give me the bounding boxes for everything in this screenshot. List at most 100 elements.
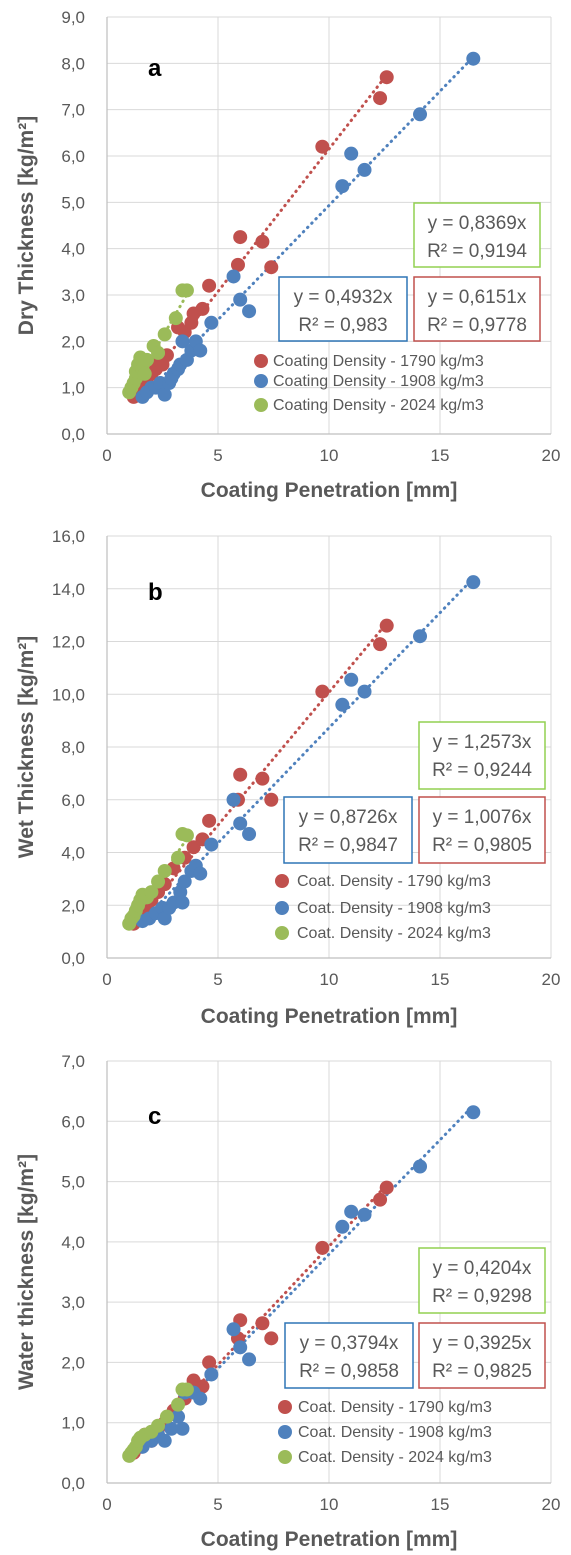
x-tick-label: 20 <box>542 446 561 465</box>
legend: Coat. Density - 1790 kg/m3 Coat. Density … <box>275 873 491 942</box>
y-tick-label: 4,0 <box>61 844 85 863</box>
r-squared: R² = 0,983 <box>298 315 387 336</box>
data-point-green <box>157 327 172 342</box>
trend-equation: y = 0,4204x <box>433 1258 532 1279</box>
data-point-blue <box>233 292 248 307</box>
data-point-blue <box>242 1352 257 1367</box>
equation-box-red: y = 0,3925x R² = 0,9825 <box>418 1322 546 1389</box>
legend: Coat. Density - 1790 kg/m3 Coat. Density … <box>278 1399 492 1466</box>
data-point-green <box>171 1397 186 1412</box>
x-tick-label: 10 <box>320 1495 339 1514</box>
legend-marker-green <box>254 398 268 412</box>
x-tick-label: 5 <box>213 1495 222 1514</box>
data-point-blue <box>175 334 190 349</box>
data-point-red <box>315 684 330 699</box>
equation-box-red: y = 0,6151x R² = 0,9778 <box>413 276 541 342</box>
x-tick-label: 0 <box>102 1495 111 1514</box>
trend-equation: y = 1,2573x <box>433 732 532 753</box>
data-point-blue <box>233 1340 248 1355</box>
data-point-blue <box>177 874 192 889</box>
data-point-blue <box>335 179 350 194</box>
r-squared: R² = 0,9778 <box>427 315 527 336</box>
y-axis-title: Wet Thickness [kg/m²] <box>15 636 38 859</box>
r-squared: R² = 0,9298 <box>432 1286 532 1307</box>
y-tick-label: 9,0 <box>61 8 85 27</box>
data-point-blue <box>193 1391 208 1406</box>
r-squared: R² = 0,9805 <box>432 835 532 856</box>
trend-equation: y = 0,4932x <box>294 287 393 308</box>
trend-equation: y = 1,0076x <box>433 807 532 828</box>
data-point-red <box>373 1192 388 1207</box>
data-point-blue <box>226 269 241 284</box>
legend-label: Coat. Density - 1908 kg/m3 <box>298 1424 492 1441</box>
equation-box-frame <box>418 796 546 864</box>
data-point-blue <box>466 575 481 590</box>
r-squared: R² = 0,9244 <box>432 760 532 781</box>
legend-marker-green <box>278 1450 292 1464</box>
x-tick-label: 10 <box>320 446 339 465</box>
panel-letter: b <box>148 579 163 606</box>
legend-marker-red <box>254 354 268 368</box>
data-point-blue <box>204 315 219 330</box>
x-tick-label: 15 <box>431 1495 450 1514</box>
data-point-red <box>202 813 217 828</box>
equation-box-frame <box>418 721 546 790</box>
data-point-red <box>255 1316 270 1331</box>
data-point-green <box>139 352 154 367</box>
data-point-blue <box>357 684 372 699</box>
y-tick-label: 8,0 <box>61 54 85 73</box>
legend-marker-blue <box>278 1425 292 1439</box>
data-point-blue <box>193 343 208 358</box>
equation-box-frame <box>413 202 541 268</box>
trend-equation: y = 0,8726x <box>299 807 398 828</box>
chart-panel-b: 0,0 2,0 4,0 6,0 8,0 10,0 12,0 14,0 16,0 0 5 10 15 20 C… <box>15 527 560 1028</box>
data-point-red <box>373 91 388 106</box>
legend-label: Coat. Density - 1790 kg/m3 <box>297 873 491 890</box>
data-point-red <box>264 260 279 275</box>
data-point-red <box>379 618 394 633</box>
data-point-green <box>179 283 194 298</box>
data-point-blue <box>226 1322 241 1337</box>
y-axis-title: Dry Thickness [kg/m²] <box>15 116 38 335</box>
data-point-blue <box>157 911 172 926</box>
panel-letter: c <box>148 1103 161 1130</box>
data-point-green <box>137 366 152 381</box>
r-squared: R² = 0,9825 <box>432 1361 532 1382</box>
x-axis-title: Coating Penetration [mm] <box>201 1005 458 1028</box>
equation-box-frame <box>284 1322 414 1389</box>
data-point-blue <box>164 1421 179 1436</box>
data-point-blue <box>226 792 241 807</box>
data-point-blue <box>413 1159 428 1174</box>
data-point-blue <box>357 162 372 177</box>
equation-box-green: y = 0,8369x R² = 0,9194 <box>413 202 541 268</box>
data-point-blue <box>357 1207 372 1222</box>
legend-marker-green <box>275 926 289 940</box>
legend-marker-blue <box>254 374 268 388</box>
data-point-green <box>151 345 166 360</box>
x-tick-label: 10 <box>320 970 339 989</box>
data-point-green <box>157 863 172 878</box>
data-point-blue <box>157 387 172 402</box>
data-point-red <box>373 637 388 652</box>
data-point-red <box>230 257 245 272</box>
y-tick-label: 0,0 <box>61 1474 85 1493</box>
y-tick-label: 4,0 <box>61 1233 85 1252</box>
data-point-red <box>379 70 394 85</box>
data-point-red <box>255 234 270 249</box>
trend-equation: y = 0,3794x <box>300 1333 399 1354</box>
equation-box-frame <box>418 1322 546 1389</box>
legend-label: Coat. Density - 2024 kg/m3 <box>298 1449 492 1466</box>
data-point-green <box>179 828 194 843</box>
equation-box-green: y = 1,2573x R² = 0,9244 <box>418 721 546 790</box>
data-point-blue <box>335 1219 350 1234</box>
legend-marker-red <box>275 874 289 888</box>
x-tick-label: 5 <box>213 970 222 989</box>
data-point-red <box>202 278 217 293</box>
x-tick-label: 0 <box>102 446 111 465</box>
equation-box-blue: y = 0,3794x R² = 0,9858 <box>284 1322 414 1389</box>
r-squared: R² = 0,9847 <box>298 835 398 856</box>
trend-equation: y = 0,8369x <box>428 213 527 234</box>
data-point-blue <box>242 827 257 842</box>
y-tick-label: 16,0 <box>52 527 85 546</box>
x-tick-label: 20 <box>542 970 561 989</box>
